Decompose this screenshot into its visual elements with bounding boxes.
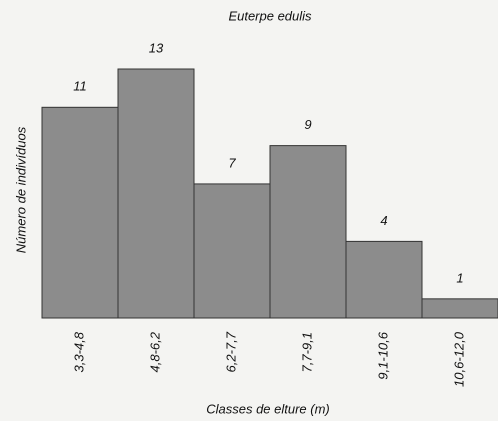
bar [193, 183, 271, 319]
x-tick-label: 9,1-10,6 [375, 331, 390, 379]
x-tick-label: 4,8-6,2 [147, 331, 162, 372]
x-tick-label: 7,7-9,1 [299, 332, 314, 372]
value-label: 7 [228, 155, 236, 170]
value-label: 13 [149, 40, 164, 55]
bar [345, 240, 423, 319]
chart-title: Euterpe edulis [228, 8, 312, 23]
bar [41, 106, 119, 319]
x-tick-label: 10,6-12,0 [451, 331, 466, 387]
x-tick-label: 3,3-4,8 [71, 331, 86, 372]
bar [117, 68, 195, 319]
value-label: 11 [73, 79, 87, 94]
bar [269, 145, 347, 319]
bar [421, 298, 498, 319]
value-label: 9 [304, 117, 311, 132]
y-axis-label: Número de indivíduos [13, 126, 28, 253]
value-label: 4 [380, 213, 387, 228]
value-label: 1 [456, 270, 463, 285]
x-axis-label: Classes de elture (m) [206, 401, 330, 416]
x-tick-label: 6,2-7,7 [223, 331, 238, 372]
